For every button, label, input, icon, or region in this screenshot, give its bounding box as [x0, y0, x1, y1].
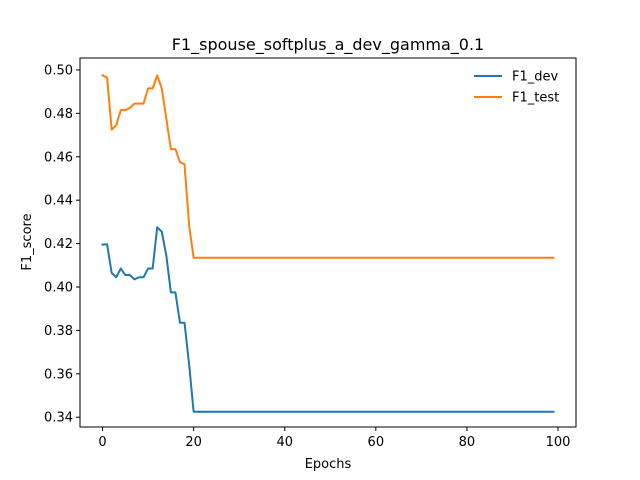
- x-tick-label-5: 100: [546, 435, 571, 450]
- plot-frame: [79, 57, 577, 428]
- x-tick-label-4: 80: [459, 435, 476, 450]
- y-tick-label-1: 0.36: [44, 367, 73, 382]
- x-tick-label-2: 40: [276, 435, 293, 450]
- y-tick-label-2: 0.38: [44, 324, 73, 339]
- legend-label-0: F1_dev: [512, 70, 558, 85]
- y-axis: 0.34 0.36 0.38 0.40 0.42 0.44 0.46 0.48 0.50: [44, 63, 80, 426]
- x-axis-label: Epochs: [305, 457, 352, 472]
- y-tick-label-8: 0.50: [44, 63, 73, 78]
- x-tick-label-3: 60: [368, 435, 385, 450]
- series-layer: [101, 74, 555, 413]
- x-tick-label-0: 0: [98, 435, 106, 450]
- legend-label-1: F1_test: [512, 91, 559, 106]
- y-axis-label: F1_score: [20, 213, 35, 270]
- y-tick-label-7: 0.48: [44, 107, 73, 122]
- y-tick-label-6: 0.46: [44, 150, 73, 165]
- legend: F1_dev F1_test: [474, 70, 559, 106]
- y-tick-label-5: 0.44: [44, 194, 73, 209]
- x-tick-label-1: 20: [185, 435, 202, 450]
- y-tick-label-3: 0.40: [44, 280, 73, 295]
- y-tick-label-4: 0.42: [44, 237, 73, 252]
- series-line-f1-test: [101, 74, 555, 259]
- x-axis: 0 20 40 60 80 100: [98, 427, 570, 450]
- y-tick-label-0: 0.34: [44, 411, 73, 426]
- chart-title: F1_spouse_softplus_a_dev_gamma_0.1: [172, 35, 484, 55]
- series-line-f1-dev: [101, 226, 555, 413]
